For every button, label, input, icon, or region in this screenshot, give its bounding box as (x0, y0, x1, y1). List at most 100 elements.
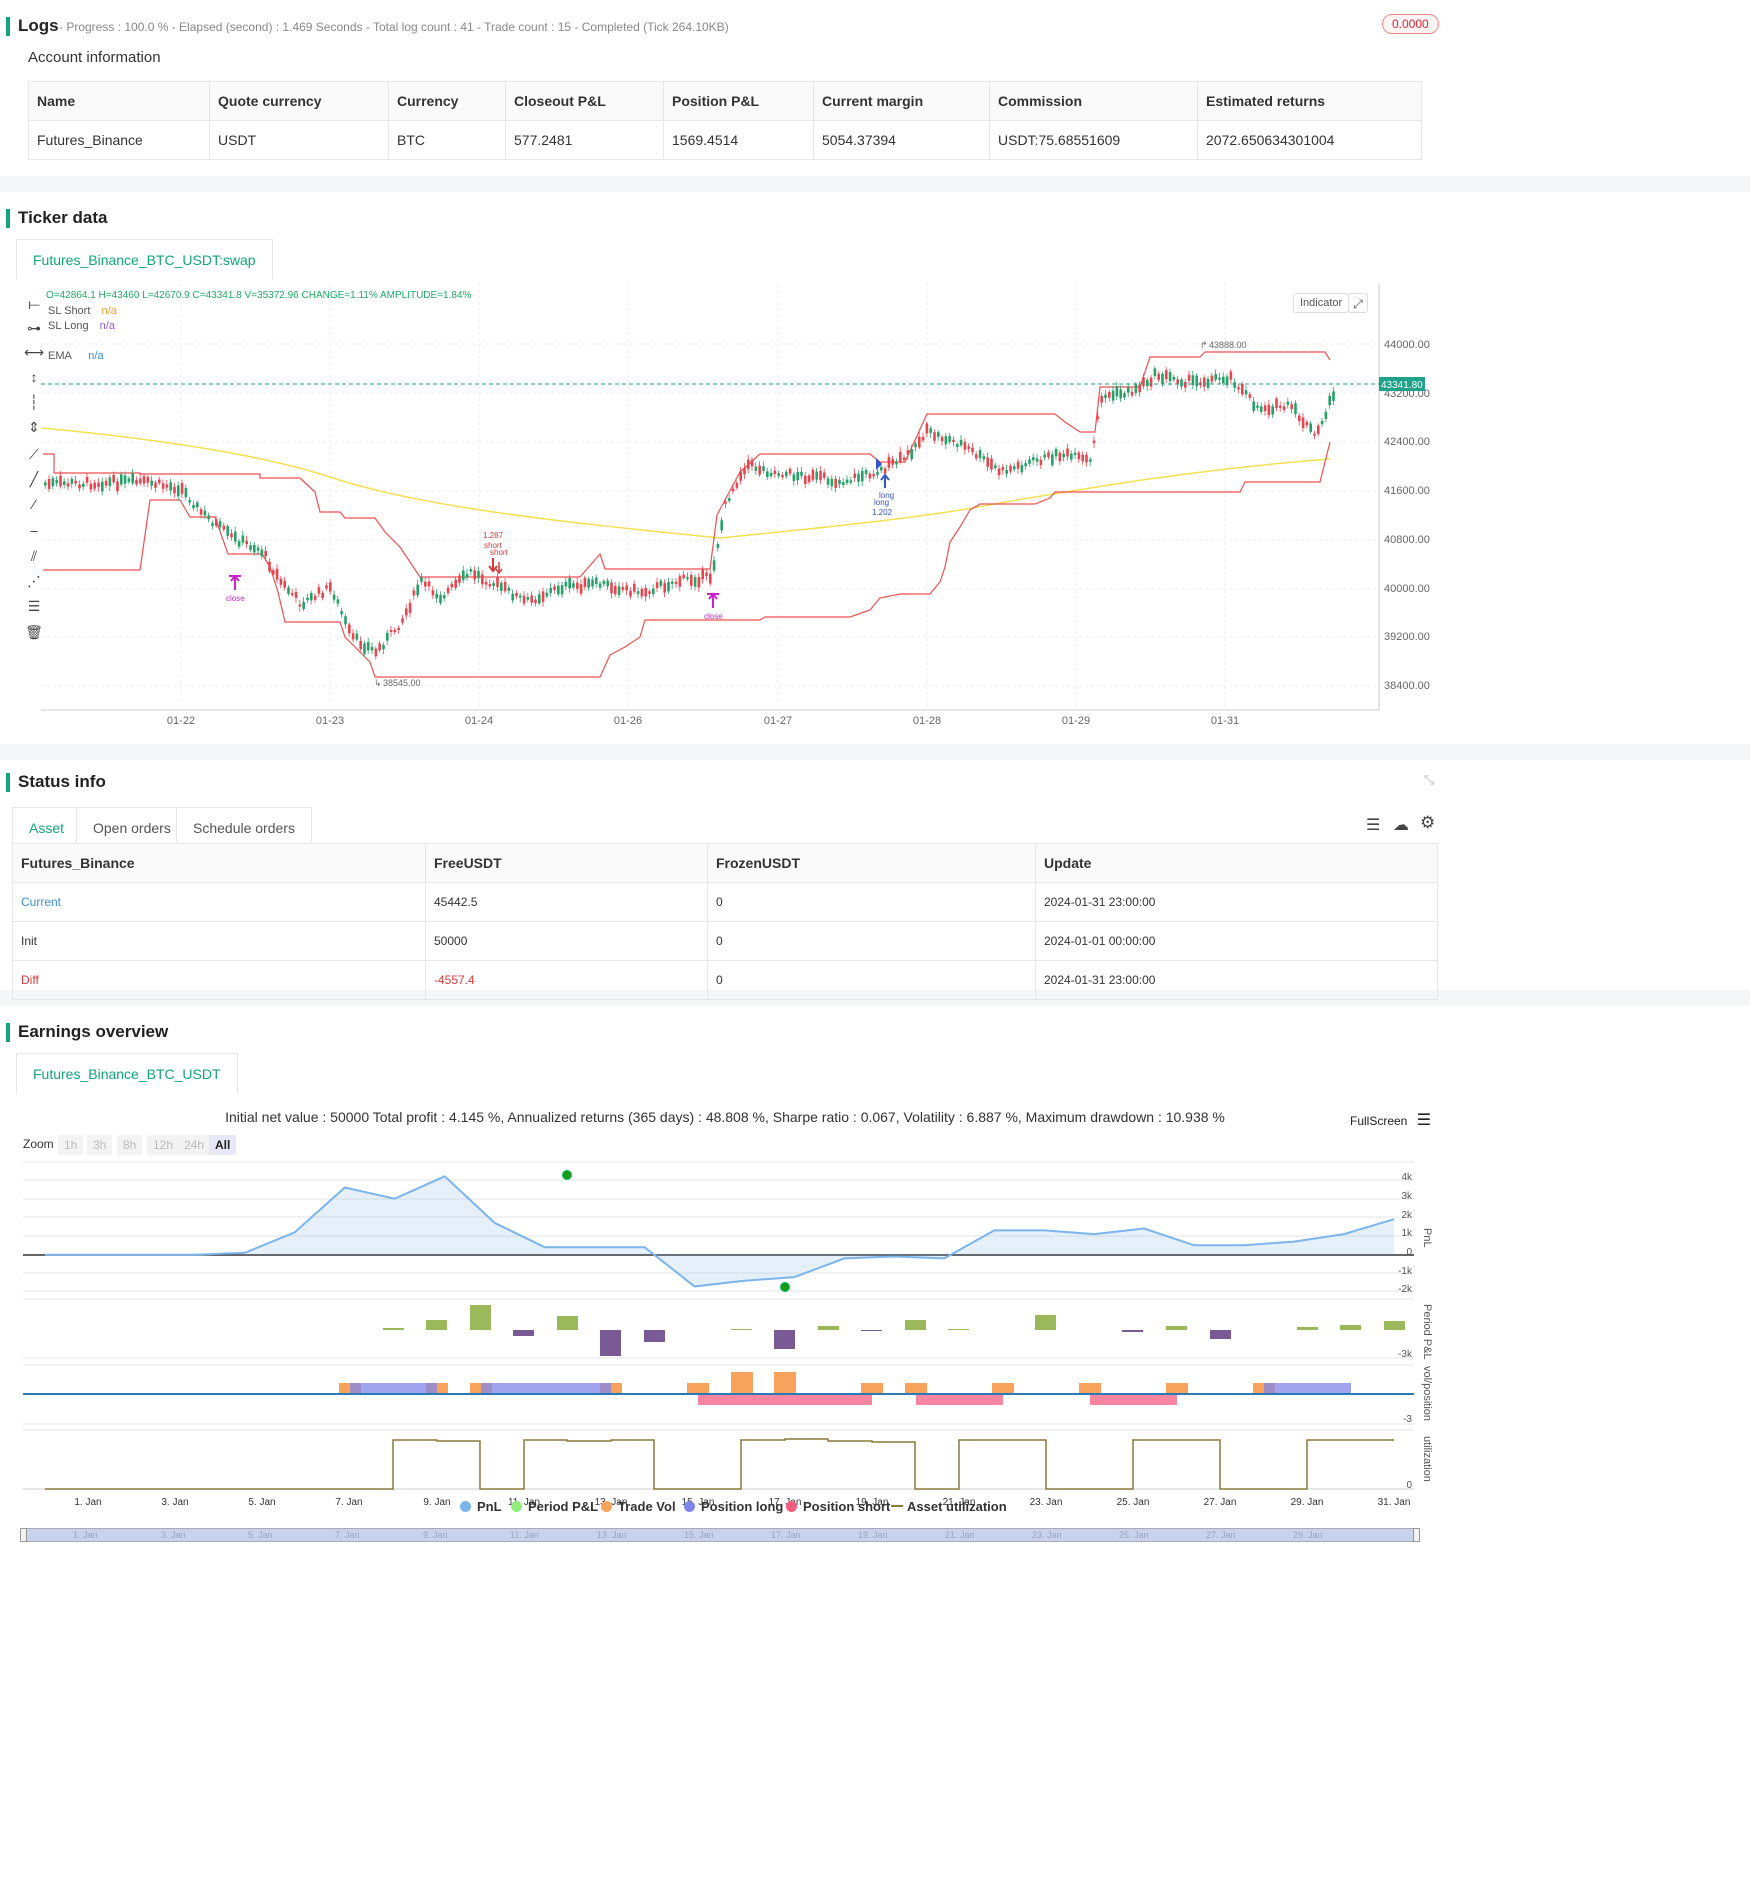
candle-body (275, 568, 279, 580)
legend-pnl[interactable]: PnL (460, 1499, 502, 1514)
horizontal-segment-tool-icon[interactable]: ⟷ (24, 344, 45, 360)
indicator-button[interactable]: Indicator (1293, 293, 1350, 313)
vertical-ray-tool-icon[interactable]: ┆ (29, 394, 39, 410)
vertical-line-tool-icon[interactable]: ↕ (30, 369, 38, 385)
price-line-tool-icon[interactable]: ⎯ (30, 522, 38, 538)
trend-line-tool-icon[interactable]: ⟋ (29, 446, 39, 462)
candle-body (89, 483, 93, 490)
candle-body (431, 590, 435, 596)
legend-dot (460, 1501, 471, 1512)
ray-line-tool-icon[interactable]: ╱ (29, 471, 39, 487)
legend-position-short[interactable]: Position short (786, 1499, 890, 1514)
ticker-title: Ticker data (5, 208, 108, 228)
legend-ema-value: n/a (88, 350, 104, 362)
expand-icon[interactable]: ⤢ (1348, 293, 1368, 313)
earnings-x-labels: 1. Jan 3. Jan 5. Jan 7. Jan 9. Jan 11. J… (74, 1497, 1410, 1508)
candle-body (74, 480, 77, 484)
collapse-icon[interactable]: ⤡ (1424, 772, 1435, 787)
candle-body (648, 591, 651, 594)
time-tick: 01-22 (167, 715, 195, 727)
navigator-scrollbar[interactable]: 1. Jan 3. Jan 5. Jan 7. Jan 9. Jan 11. J… (20, 1528, 1420, 1542)
period-bar (1035, 1315, 1056, 1330)
zoom-1h[interactable]: 1h (58, 1135, 84, 1155)
candle-body (1127, 387, 1130, 393)
period-bar (383, 1328, 404, 1330)
candle-body (446, 587, 450, 593)
candle-body (1180, 379, 1183, 387)
gear-icon[interactable]: ⚙ (1420, 813, 1436, 832)
zoom-3h[interactable]: 3h (87, 1135, 113, 1155)
candle-body (819, 471, 822, 481)
candle-body (629, 590, 632, 597)
candle-body (332, 594, 336, 600)
candle-body (268, 561, 271, 572)
candle-body (906, 450, 910, 455)
tab-open-orders[interactable]: Open orders (76, 807, 188, 847)
trade-vol-bar (687, 1383, 709, 1394)
candle-body (948, 436, 951, 442)
logs-title: Logs (6, 16, 59, 36)
candle-body (728, 498, 731, 501)
candle-body (1100, 396, 1103, 403)
fibonacci-tool-icon[interactable]: ⋰ (27, 573, 41, 589)
zoom-all[interactable]: All (209, 1135, 237, 1155)
x-tick: 27. Jan (1204, 1497, 1237, 1508)
asset-header: Update (1035, 843, 1438, 883)
account-cell: 577.2481 (505, 120, 664, 160)
x-tick: 7. Jan (335, 1497, 362, 1508)
candle-body (697, 576, 701, 588)
candle-body (872, 474, 875, 477)
candle-body (636, 591, 640, 594)
vertical-segment-tool-icon[interactable]: ⇕ (28, 419, 40, 435)
trash-icon[interactable]: 🗑 (25, 624, 43, 640)
menu-icon[interactable]: ☰ (1366, 817, 1381, 834)
tab-earnings-symbol[interactable]: Futures_Binance_BTC_USDT (16, 1053, 238, 1094)
zoom-12h[interactable]: 12h (147, 1135, 180, 1155)
cloud-download-icon[interactable]: ☁ (1393, 817, 1409, 834)
ticker-panel: Ticker data Futures_Binance_BTC_USDT:swa… (0, 192, 1750, 744)
tab-asset[interactable]: Asset (12, 807, 82, 847)
candle-body (576, 582, 579, 589)
price-tick: 41600.00 (1384, 485, 1430, 497)
legend-asset-utilization[interactable]: Asset utilization (891, 1499, 1007, 1514)
nav-tick: 1. Jan (73, 1530, 98, 1540)
fib-levels-tool-icon[interactable]: ☰ (27, 598, 41, 614)
candle-body (823, 472, 826, 478)
segment-line-tool-icon[interactable]: ⁄ (32, 496, 36, 512)
tab-ticker-symbol[interactable]: Futures_Binance_BTC_USDT:swap (16, 239, 273, 280)
candle-body (1313, 433, 1316, 436)
zoom-8h[interactable]: 8h (117, 1135, 143, 1155)
table-row: Futures_Binance USDT BTC 577.2481 1569.4… (28, 120, 1422, 160)
candle-body (564, 581, 568, 587)
horizontal-line-tool-icon[interactable]: ⟝ (28, 296, 40, 312)
candle-body (310, 593, 313, 601)
navigator-left-handle[interactable] (20, 1528, 27, 1542)
position-short-bar (698, 1394, 872, 1405)
candle-body (1020, 464, 1024, 473)
candle-body (1290, 404, 1293, 410)
legend-position-long[interactable]: Position long (684, 1499, 783, 1514)
candle-body (291, 592, 294, 596)
parallel-channel-tool-icon[interactable]: ⫽ (30, 548, 38, 564)
candle-body (739, 471, 742, 481)
pnl-axis-title: PnL (1421, 1228, 1433, 1248)
candle-body (1195, 375, 1198, 387)
candle-body (465, 573, 469, 578)
legend-period-pnl[interactable]: Period P&L (511, 1499, 598, 1514)
candle-body (921, 436, 925, 441)
candle-body (967, 446, 970, 449)
earnings-chart[interactable]: 4k 3k 2k 1k 0 -1k -2k PnL -3k Period P&L (0, 1158, 1750, 1558)
candlestick-chart[interactable]: 44000.00 43200.00 42400.00 41600.00 4080… (0, 192, 1750, 744)
fullscreen-button[interactable]: FullScreen ☰ (1350, 1110, 1431, 1130)
horizontal-ray-tool-icon[interactable]: ⊶ (27, 320, 41, 336)
legend-trade-vol[interactable]: Trade Vol (601, 1499, 676, 1514)
candle-body (1210, 375, 1214, 382)
tab-schedule-orders[interactable]: Schedule orders (176, 807, 312, 847)
candle-body (123, 475, 127, 484)
period-bar (1122, 1330, 1143, 1332)
navigator-right-handle[interactable] (1413, 1528, 1420, 1542)
zoom-24h[interactable]: 24h (178, 1135, 211, 1155)
candle-body (887, 456, 891, 468)
candle-body (990, 458, 993, 470)
nav-tick: 25. Jan (1119, 1530, 1149, 1540)
